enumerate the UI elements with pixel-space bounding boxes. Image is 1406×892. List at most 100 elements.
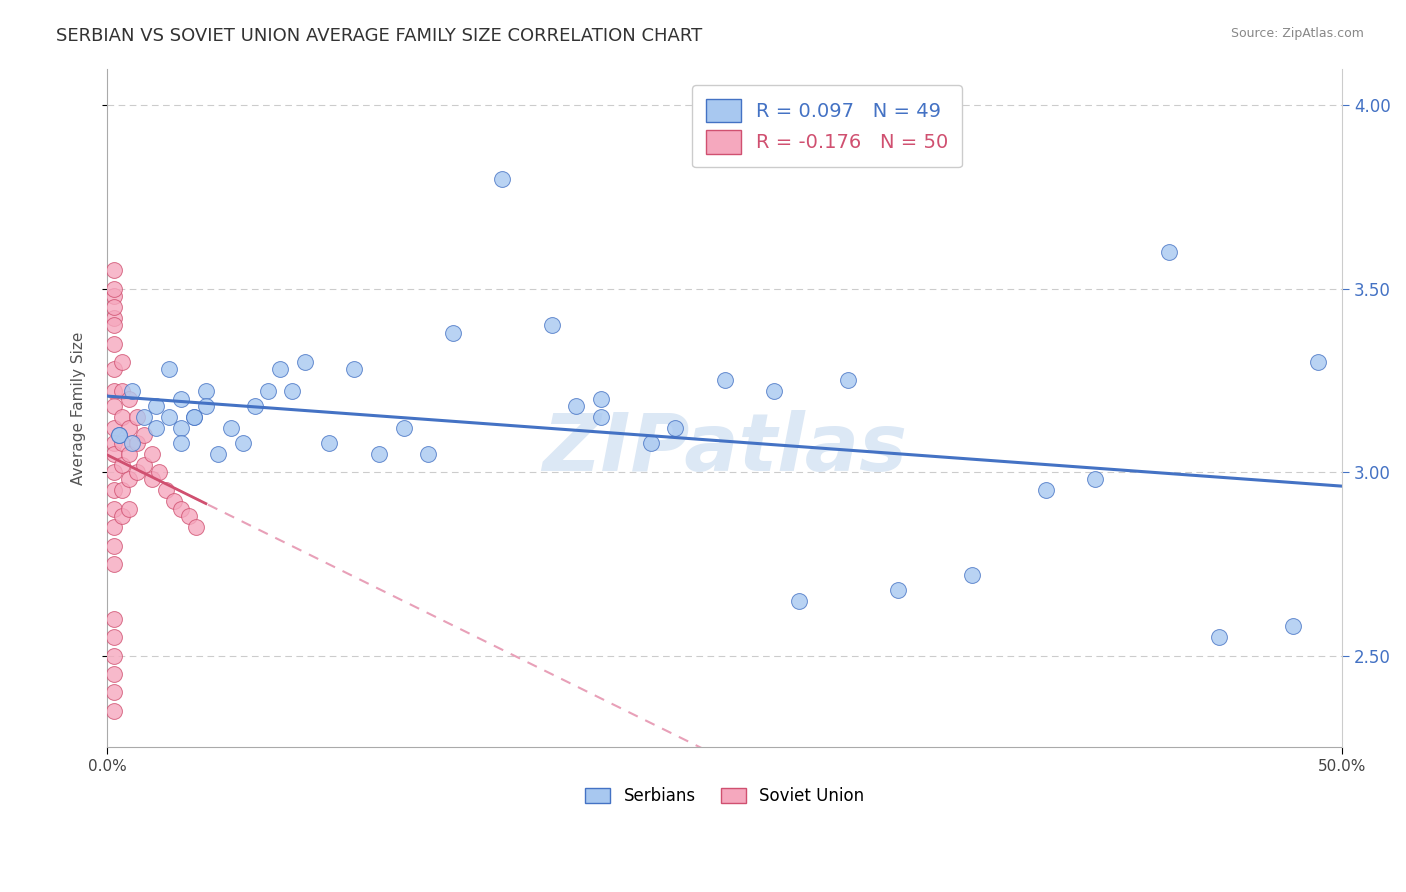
Point	[103, 435, 125, 450]
Point	[148, 465, 170, 479]
Point	[118, 473, 141, 487]
Point	[118, 421, 141, 435]
Point	[177, 509, 200, 524]
Point	[1035, 483, 1057, 498]
Point	[103, 483, 125, 498]
Point	[591, 410, 613, 425]
Point	[111, 435, 134, 450]
Point	[103, 667, 125, 681]
Point	[170, 421, 193, 435]
Point	[121, 384, 143, 399]
Point	[111, 410, 134, 425]
Point	[145, 399, 167, 413]
Point	[232, 435, 254, 450]
Point	[118, 447, 141, 461]
Point	[1282, 619, 1305, 633]
Point	[1084, 473, 1107, 487]
Point	[787, 593, 810, 607]
Point	[108, 428, 131, 442]
Point	[269, 362, 291, 376]
Point	[491, 171, 513, 186]
Point	[103, 685, 125, 699]
Point	[125, 435, 148, 450]
Point	[886, 582, 908, 597]
Point	[134, 410, 156, 425]
Point	[103, 311, 125, 326]
Text: ZIPatlas: ZIPatlas	[543, 409, 907, 488]
Point	[441, 326, 464, 340]
Point	[103, 520, 125, 534]
Point	[837, 373, 859, 387]
Point	[111, 509, 134, 524]
Point	[591, 392, 613, 406]
Point	[134, 428, 156, 442]
Point	[367, 447, 389, 461]
Point	[163, 494, 186, 508]
Point	[170, 392, 193, 406]
Point	[103, 421, 125, 435]
Point	[207, 447, 229, 461]
Point	[256, 384, 278, 399]
Point	[118, 392, 141, 406]
Point	[103, 704, 125, 718]
Point	[540, 318, 562, 333]
Point	[157, 362, 180, 376]
Point	[103, 399, 125, 413]
Point	[103, 300, 125, 314]
Legend: Serbians, Soviet Union: Serbians, Soviet Union	[576, 779, 873, 814]
Point	[103, 282, 125, 296]
Point	[183, 410, 205, 425]
Point	[194, 399, 217, 413]
Point	[103, 557, 125, 571]
Point	[108, 428, 131, 442]
Point	[111, 384, 134, 399]
Point	[103, 501, 125, 516]
Point	[170, 501, 193, 516]
Point	[103, 648, 125, 663]
Point	[565, 399, 588, 413]
Text: SERBIAN VS SOVIET UNION AVERAGE FAMILY SIZE CORRELATION CHART: SERBIAN VS SOVIET UNION AVERAGE FAMILY S…	[56, 27, 703, 45]
Point	[103, 336, 125, 351]
Point	[103, 447, 125, 461]
Point	[141, 447, 163, 461]
Point	[118, 501, 141, 516]
Point	[294, 355, 316, 369]
Point	[103, 384, 125, 399]
Point	[103, 318, 125, 333]
Y-axis label: Average Family Size: Average Family Size	[72, 331, 86, 484]
Text: Source: ZipAtlas.com: Source: ZipAtlas.com	[1230, 27, 1364, 40]
Point	[418, 447, 440, 461]
Point	[103, 465, 125, 479]
Point	[141, 473, 163, 487]
Point	[318, 435, 340, 450]
Point	[103, 362, 125, 376]
Point	[157, 410, 180, 425]
Point	[111, 458, 134, 472]
Point	[134, 458, 156, 472]
Point	[245, 399, 267, 413]
Point	[1208, 630, 1230, 644]
Point	[111, 483, 134, 498]
Point	[125, 465, 148, 479]
Point	[1159, 244, 1181, 259]
Point	[392, 421, 415, 435]
Point	[155, 483, 177, 498]
Point	[281, 384, 304, 399]
Point	[103, 539, 125, 553]
Point	[145, 421, 167, 435]
Point	[103, 630, 125, 644]
Point	[713, 373, 735, 387]
Point	[640, 435, 662, 450]
Point	[103, 289, 125, 303]
Point	[125, 410, 148, 425]
Point	[103, 263, 125, 277]
Point	[1306, 355, 1329, 369]
Point	[194, 384, 217, 399]
Point	[111, 355, 134, 369]
Point	[121, 435, 143, 450]
Point	[664, 421, 686, 435]
Point	[183, 410, 205, 425]
Point	[343, 362, 366, 376]
Point	[960, 567, 983, 582]
Point	[170, 435, 193, 450]
